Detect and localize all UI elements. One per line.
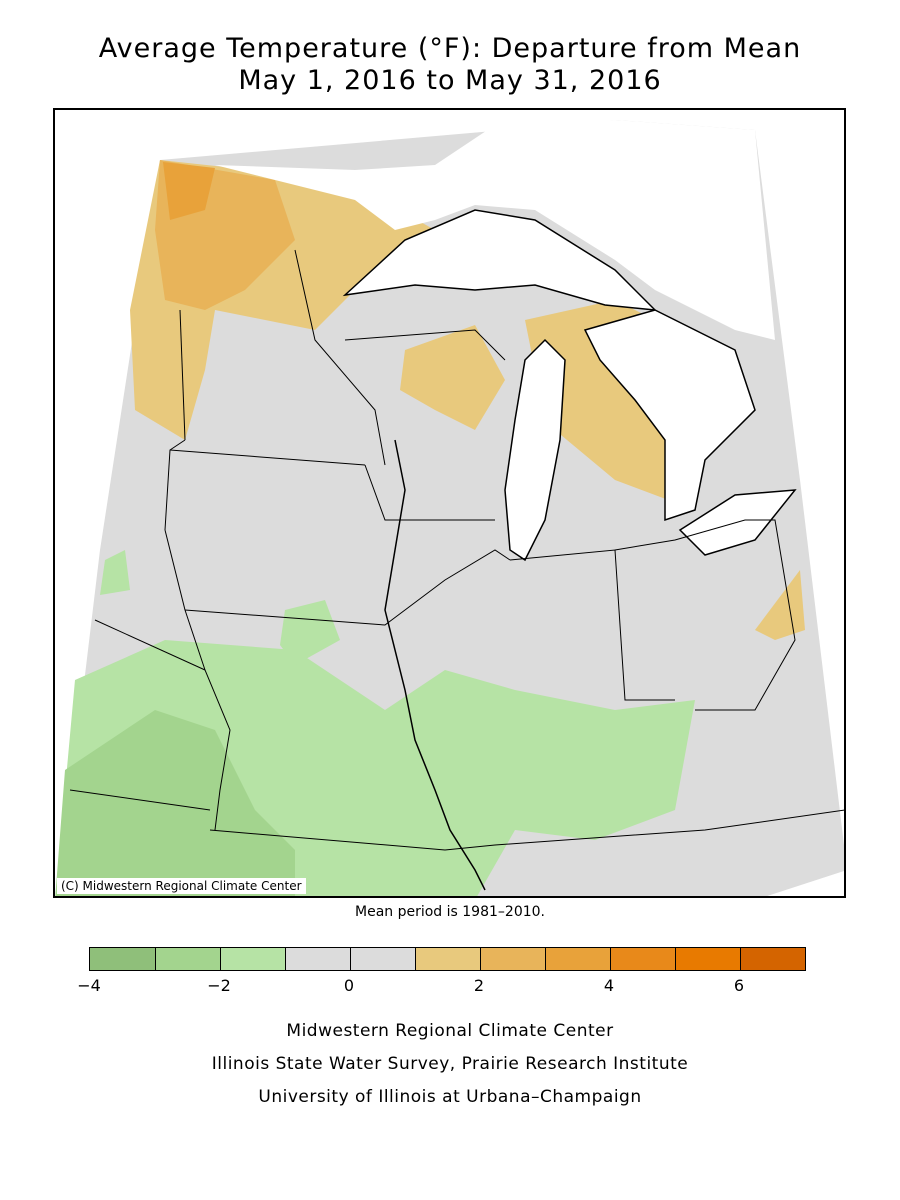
color-legend [89, 947, 806, 971]
legend-swatch [740, 948, 805, 970]
temperature-departure-map [55, 120, 844, 896]
legend-swatch [415, 948, 480, 970]
legend-swatch [610, 948, 675, 970]
credit-line-2: Illinois State Water Survey, Prairie Res… [211, 1054, 689, 1074]
legend-tick-label: 6 [733, 976, 745, 995]
legend-swatch [285, 948, 350, 970]
map-title: Average Temperature (°F): Departure from… [98, 33, 802, 64]
legend-tick-label: 4 [603, 976, 615, 995]
cool-area-missouri [55, 710, 295, 896]
map-date-range: May 1, 2016 to May 31, 2016 [238, 65, 662, 96]
state-borders [69, 249, 844, 851]
copyright-notice: (C) Midwestern Regional Climate Center [57, 878, 306, 894]
credit-line-1: Midwestern Regional Climate Center [286, 1021, 614, 1041]
legend-tick-label: −2 [207, 976, 231, 995]
warm-area-minnesota-peak [163, 162, 215, 220]
legend-swatch [545, 948, 610, 970]
credit-line-3: University of Illinois at Urbana–Champai… [258, 1087, 642, 1107]
cool-area-nebraska [100, 550, 130, 595]
legend-tick-label: −4 [77, 976, 101, 995]
mean-period-note: Mean period is 1981–2010. [355, 904, 545, 920]
legend-swatch [675, 948, 740, 970]
mississippi-river [384, 439, 486, 891]
legend-swatch [350, 948, 415, 970]
legend-swatch [480, 948, 545, 970]
legend-tick-label: 0 [343, 976, 355, 995]
map-frame: (C) Midwestern Regional Climate Center [53, 108, 846, 898]
warm-area-wisconsin [400, 325, 505, 430]
legend-tick-label: 2 [473, 976, 485, 995]
lake-michigan [504, 338, 566, 562]
legend-swatch [220, 948, 285, 970]
legend-swatch [155, 948, 220, 970]
ontario-white [215, 120, 775, 340]
lake-huron [583, 309, 756, 522]
cool-area-iowa [280, 600, 340, 665]
legend-swatch [90, 948, 155, 970]
